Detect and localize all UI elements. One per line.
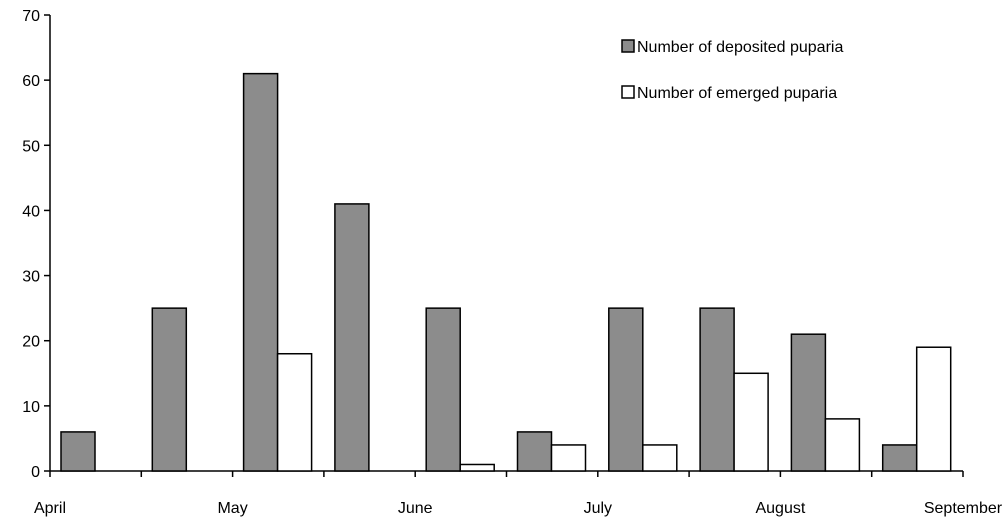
x-month-label: July: [584, 500, 612, 517]
bar-deposited: [699, 307, 735, 472]
x-month-label: June: [398, 500, 433, 517]
y-tick-label: 70: [22, 8, 40, 25]
y-tick-label: 40: [22, 203, 40, 220]
bars: [60, 72, 952, 472]
bar-deposited: [516, 431, 553, 472]
y-tick-label: 60: [22, 73, 40, 90]
y-tick-label: 50: [22, 138, 40, 155]
legend-swatch-emerged: [621, 85, 635, 99]
bar-emerged: [276, 352, 313, 472]
x-axis: April May June July August September: [34, 470, 1003, 517]
y-tick-label: 20: [22, 334, 40, 351]
bar-deposited: [151, 307, 188, 472]
x-month-label: August: [755, 500, 805, 517]
bar-deposited: [425, 307, 461, 472]
bar-deposited: [334, 203, 370, 472]
bar-deposited: [790, 333, 827, 472]
bar-deposited: [881, 444, 918, 472]
bar-emerged: [824, 418, 861, 472]
y-tick-label: 10: [22, 399, 40, 416]
bar-deposited: [608, 307, 644, 472]
y-tick-label: 0: [31, 464, 40, 481]
y-tick-label: 30: [22, 269, 40, 286]
legend-label-deposited: Number of deposited puparia: [637, 39, 843, 56]
bar-emerged: [459, 463, 495, 472]
legend: Number of deposited puparia Number of em…: [621, 39, 843, 102]
x-month-label: May: [217, 500, 247, 517]
bar-deposited: [60, 431, 96, 472]
x-month-label: April: [34, 500, 66, 517]
bar-deposited: [242, 72, 279, 472]
x-month-label: September: [924, 500, 1003, 517]
bar-emerged: [642, 444, 678, 472]
bar-emerged: [915, 346, 952, 472]
legend-label-emerged: Number of emerged puparia: [637, 85, 837, 102]
bar-emerged: [733, 372, 769, 472]
y-axis: 0 10 20 30 40 50 60 70: [22, 8, 51, 481]
legend-swatch-deposited: [621, 39, 635, 53]
bar-emerged: [550, 444, 587, 472]
